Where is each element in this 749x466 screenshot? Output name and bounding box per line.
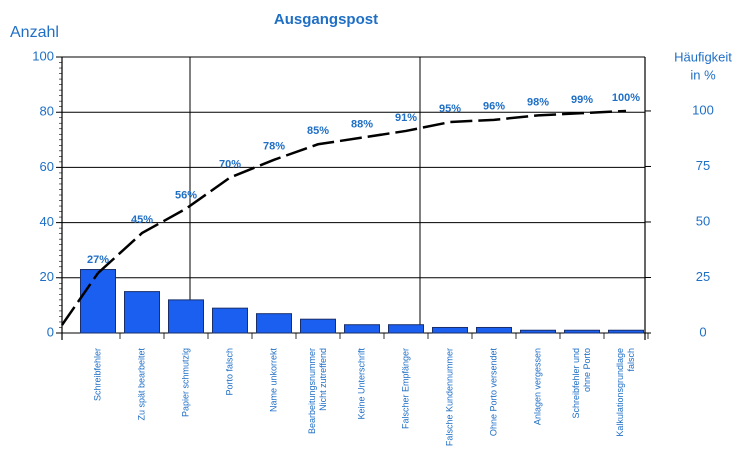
y-tick-label: 20: [40, 269, 54, 284]
bar: [124, 291, 160, 334]
y-tick-label: 100: [32, 48, 54, 63]
data-label: 85%: [307, 125, 329, 137]
data-label: 95%: [439, 103, 461, 115]
bar: [608, 329, 644, 334]
data-label: 45%: [131, 214, 153, 226]
x-tick-label: Ohne Porto versendet: [488, 348, 498, 437]
data-label: 56%: [175, 190, 197, 202]
data-label: 91%: [395, 112, 417, 124]
x-tick-label: Schreibfehler: [92, 348, 102, 401]
y-tick-label: 0: [47, 324, 54, 339]
bar: [388, 324, 424, 334]
data-label: 70%: [219, 158, 241, 170]
x-tick-label: Papier schmutzig: [180, 348, 190, 417]
y-axis-label: Anzahl: [10, 24, 59, 41]
x-tick-label: Falsche Kundennummer: [444, 348, 454, 446]
y-tick-label: 60: [40, 159, 54, 174]
y-tick-label: 80: [40, 104, 54, 119]
y2-tick-label: 25: [696, 269, 710, 284]
y2-axis-label: in %: [690, 67, 716, 82]
line-lead: [60, 272, 100, 326]
bar: [344, 324, 380, 334]
data-label: 96%: [483, 101, 505, 113]
bar: [564, 329, 600, 334]
bar: [476, 326, 512, 334]
y-tick-label: 40: [40, 214, 54, 229]
data-label: 27%: [87, 254, 109, 266]
y2-tick-label: 100: [692, 102, 714, 117]
cumulative-line: [97, 109, 627, 274]
x-tick-label: Porto falsch: [224, 348, 234, 396]
x-tick-label: Bearbeitungsnummer: [307, 348, 317, 434]
bar: [212, 307, 248, 334]
data-label: 99%: [571, 94, 593, 106]
x-tick-label: Anlagen vergessen: [532, 348, 542, 425]
bar: [256, 313, 292, 334]
x-tick-label: Falscher Empfänger: [400, 348, 410, 429]
y2-tick-label: 0: [699, 324, 706, 339]
x-tick-label: Zu spät bearbeitet: [136, 348, 146, 421]
bar: [80, 269, 116, 334]
x-tick-label: Kalkulationsgrundlage: [615, 348, 625, 437]
x-tick-label: ohne Porto: [582, 348, 592, 392]
x-tick-label: Keine Unterschrift: [356, 348, 366, 420]
data-label: 88%: [351, 119, 373, 131]
chart-title: Ausgangspost: [274, 11, 378, 28]
data-label: 100%: [612, 92, 640, 104]
bar: [432, 326, 468, 334]
x-tick-label: falsch: [626, 348, 636, 372]
data-label: 78%: [263, 141, 285, 153]
data-label: 98%: [527, 96, 549, 108]
x-tick-label: Name unkorrekt: [268, 348, 278, 413]
x-tick-label: Nicht zutreffend: [318, 348, 328, 411]
bar: [520, 329, 556, 334]
y2-tick-label: 75: [696, 158, 710, 173]
y2-tick-label: 50: [696, 213, 710, 228]
x-tick-label: Schreibfehler und: [571, 348, 581, 419]
bar: [168, 299, 204, 334]
bar: [300, 318, 336, 334]
y2-axis-label: Häufigkeit: [674, 49, 732, 64]
